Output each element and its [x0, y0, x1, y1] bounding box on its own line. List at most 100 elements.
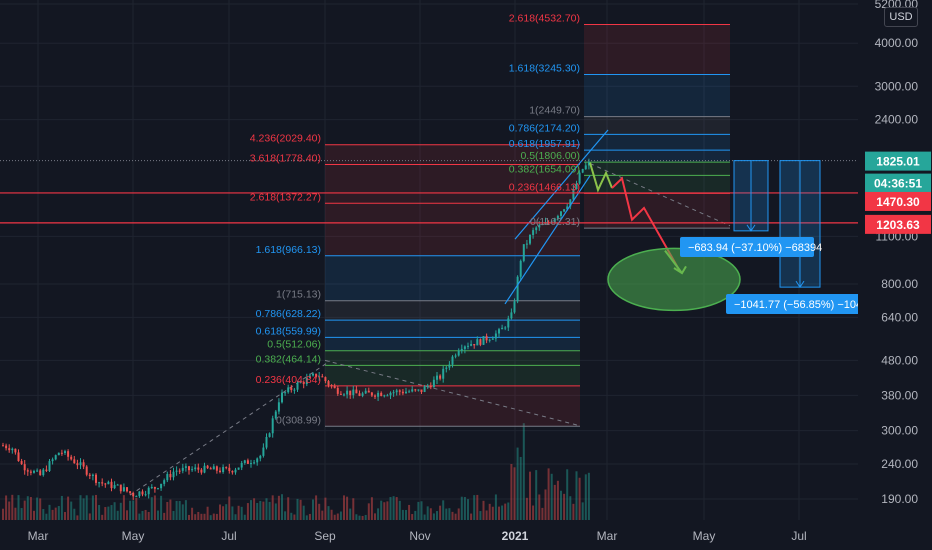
- candle-body: [380, 392, 383, 396]
- candle-body: [485, 336, 488, 341]
- candle-body: [110, 481, 113, 489]
- candle-body: [584, 165, 587, 170]
- volume-bar: [256, 502, 259, 520]
- candle-body: [79, 462, 82, 466]
- volume-bar: [259, 500, 262, 520]
- volume-bar: [33, 510, 35, 520]
- candle-body: [560, 211, 562, 216]
- candle-body: [184, 466, 187, 468]
- measure-arrow-head: [795, 280, 805, 289]
- volume-bar: [228, 496, 231, 520]
- price-tag-countdown: [865, 173, 931, 193]
- grid-lines: [0, 0, 858, 520]
- volume-bar: [541, 507, 544, 520]
- volume-bar: [36, 497, 39, 520]
- candle-body: [234, 469, 237, 473]
- price-tag-label: 04:36:51: [874, 177, 922, 191]
- volume-bar: [532, 505, 535, 520]
- volume-bar: [231, 506, 234, 520]
- volume-bar: [116, 510, 119, 520]
- candle-body: [467, 345, 469, 347]
- candle-body: [587, 161, 590, 166]
- candle-body: [160, 483, 163, 489]
- volume-bar: [191, 507, 194, 520]
- volume-bar: [302, 505, 305, 520]
- candles: [2, 158, 590, 500]
- volume-bar: [401, 509, 404, 520]
- volume-bar: [225, 504, 228, 520]
- volume-bar: [175, 500, 178, 520]
- volume-bar: [417, 501, 420, 520]
- volume-bar: [2, 508, 4, 520]
- volume-bar: [296, 498, 299, 520]
- candle-body: [414, 389, 417, 391]
- volume-bar: [29, 496, 32, 520]
- horizontal-levels[interactable]: [0, 160, 858, 224]
- x-tick-label: Mar: [28, 529, 49, 543]
- candle-body: [460, 348, 463, 351]
- volume-bar: [525, 497, 528, 520]
- candle-body: [274, 411, 277, 419]
- candle-body: [240, 462, 243, 468]
- candle-body: [513, 301, 516, 313]
- candle-body: [510, 312, 513, 319]
- candle-body: [222, 467, 225, 473]
- x-tick-label: May: [693, 529, 716, 543]
- candle-body: [166, 474, 169, 481]
- candle-body: [45, 469, 48, 471]
- x-axis[interactable]: Mar May Jul Sep Nov 2021 Mar May Jul: [28, 529, 807, 543]
- volume-bar: [265, 498, 268, 520]
- candle-body: [358, 393, 361, 396]
- candle-body: [383, 395, 386, 397]
- fib-retracement-secondary[interactable]: [584, 24, 730, 229]
- volume-bar: [374, 513, 376, 520]
- measure-tools[interactable]: −683.94 (−37.10%) −68394 −1041.77 (−56.85…: [680, 160, 881, 314]
- candle-body: [64, 451, 66, 453]
- candle-body: [408, 391, 411, 393]
- candle-body: [417, 389, 420, 391]
- fib-zone: [325, 320, 580, 338]
- candle-body: [181, 467, 184, 471]
- volume-bar: [336, 513, 339, 520]
- volume-bar: [454, 513, 457, 520]
- candle-body: [333, 385, 336, 389]
- volume-bar: [529, 471, 531, 520]
- candle-body: [243, 460, 246, 463]
- fib-zone: [325, 144, 580, 165]
- x-tick-label: Jul: [221, 529, 236, 543]
- volume-bar: [408, 504, 411, 520]
- volume-bar: [45, 513, 48, 520]
- price-channel[interactable]: [504, 129, 609, 305]
- candle-body: [494, 333, 497, 339]
- fib-retracement-primary[interactable]: [325, 144, 580, 427]
- volume-bar: [250, 500, 252, 520]
- volume-bar: [560, 490, 562, 520]
- fib-zone: [584, 74, 730, 117]
- candle-body: [519, 260, 522, 277]
- candle-body: [296, 383, 299, 390]
- candle-body: [454, 355, 457, 357]
- currency-label[interactable]: USD: [884, 7, 918, 27]
- volume-bar: [367, 503, 370, 520]
- candle-body: [532, 230, 535, 236]
- candle-body: [346, 390, 349, 395]
- volume-bar: [513, 467, 516, 520]
- volume-bar: [209, 515, 212, 520]
- y-axis[interactable]: 5200.004000.003000.002400.001100.00800.0…: [858, 0, 932, 550]
- candle-body: [253, 462, 256, 464]
- volume-bar: [522, 423, 525, 520]
- volume-bar: [287, 497, 290, 520]
- volume-bar: [563, 493, 566, 520]
- candle-body: [522, 244, 525, 261]
- volume-bar: [17, 495, 20, 520]
- fib-level-label: 0.236(404.84): [256, 374, 321, 386]
- volume-bar: [271, 495, 274, 520]
- candle-body: [377, 392, 380, 397]
- measure-arrow-head: [746, 224, 756, 232]
- candle-body: [563, 209, 566, 212]
- volume-bar: [284, 511, 287, 520]
- projection-path[interactable]: [589, 162, 741, 312]
- candle-body: [85, 466, 88, 475]
- volume-bar: [138, 513, 141, 520]
